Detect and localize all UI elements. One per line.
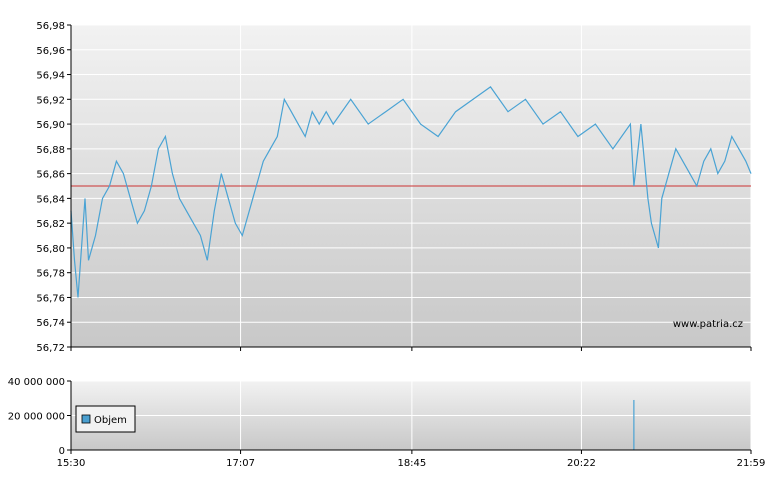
- price-tick-label: 56,80: [36, 244, 65, 255]
- price-tick-label: 56,96: [36, 46, 65, 57]
- x-tick-label: 15:30: [57, 458, 86, 469]
- price-tick-label: 56,72: [36, 343, 65, 354]
- x-tick-label: 18:45: [397, 458, 426, 469]
- volume-tick-label: 20 000 000: [8, 412, 65, 423]
- price-tick-label: 56,76: [36, 293, 65, 304]
- price-tick-label: 56,82: [36, 219, 65, 230]
- price-tick-label: 56,90: [36, 120, 65, 131]
- legend-swatch: [81, 414, 91, 424]
- x-tick-label: 20:22: [567, 458, 596, 469]
- price-tick-label: 56,74: [36, 318, 65, 329]
- price-series-line: [70, 86, 752, 298]
- price-tick-label: 56,92: [36, 95, 65, 106]
- price-tick-label: 56,98: [36, 21, 65, 32]
- volume-tick-label: 0: [59, 446, 65, 457]
- price-axis-ticks: 56,98 56,96 56,94 56,92 56,90 56,88 56,86 56,84…: [36, 21, 71, 354]
- watermark: www.patria.cz: [673, 319, 743, 330]
- price-tick-label: 56,84: [36, 194, 65, 205]
- price-tick-label: 56,78: [36, 269, 65, 280]
- price-tick-label: 56,94: [36, 71, 65, 82]
- volume-tick-label: 40 000 000: [8, 377, 65, 388]
- x-axis-ticks: 15:30 17:07 18:45 20:22 21:59: [57, 347, 766, 469]
- x-tick-label: 17:07: [226, 458, 255, 469]
- volume-panel: 40 000 000 20 000 000 0 Objem: [8, 377, 752, 457]
- price-tick-label: 56,86: [36, 170, 65, 181]
- price-panel: 56,98 56,96 56,94 56,92 56,90 56,88 56,86 56,84…: [36, 21, 752, 354]
- volume-axis-ticks: 40 000 000 20 000 000 0: [8, 377, 71, 457]
- price-tick-label: 56,88: [36, 145, 65, 156]
- x-tick-label: 21:59: [737, 458, 766, 469]
- legend-label: Objem: [94, 415, 127, 426]
- legend: Objem: [75, 405, 136, 433]
